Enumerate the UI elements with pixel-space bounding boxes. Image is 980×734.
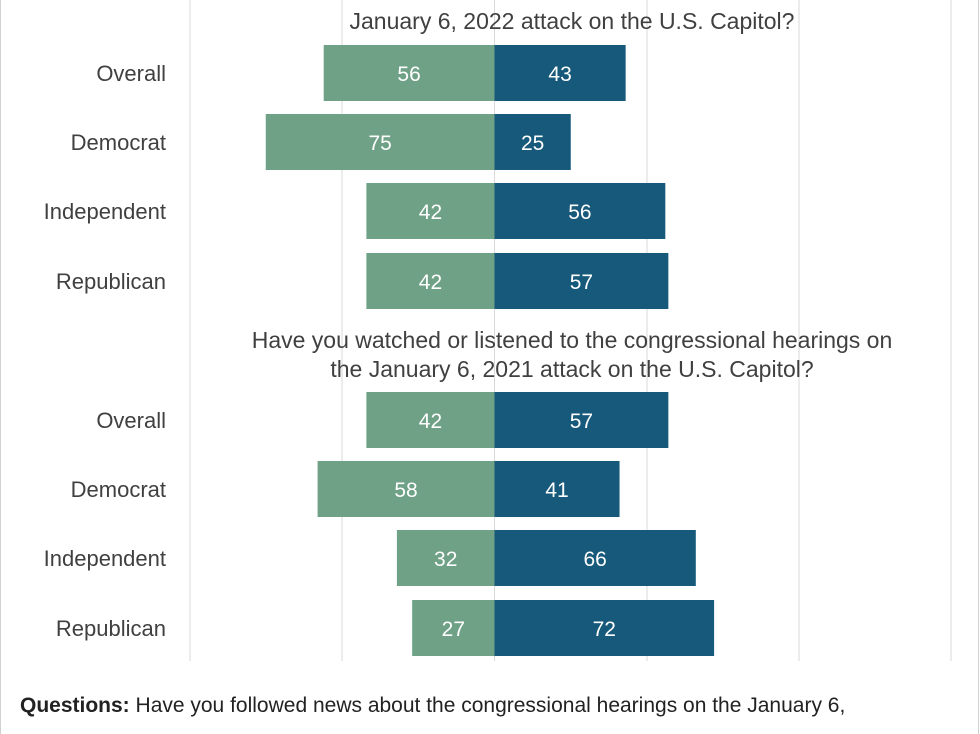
footnote-label: Questions:	[20, 694, 130, 717]
bar-left-overall	[366, 392, 495, 448]
data-label-right-overall: 43	[548, 63, 571, 86]
data-label-right-republican: 57	[570, 271, 593, 294]
data-label-right-independent: 56	[568, 201, 591, 224]
footnote-text: Have you followed news about the congres…	[129, 694, 846, 717]
data-label-left-independent: 42	[419, 201, 442, 224]
bar-right-republican	[494, 253, 669, 309]
bar-right-overall	[494, 45, 626, 101]
category-label-independent: Independent	[44, 546, 166, 571]
panel-2-title-line-1: Have you watched or listened to the cong…	[252, 327, 893, 353]
data-label-left-republican: 42	[419, 271, 442, 294]
category-label-overall: Overall	[96, 408, 166, 433]
category-label-republican: Republican	[56, 269, 166, 294]
questions-footnote: Questions: Have you followed news about …	[20, 692, 970, 720]
data-label-right-republican: 72	[593, 618, 616, 641]
bar-left-overall	[323, 45, 495, 101]
bar-right-republican	[494, 600, 715, 656]
bar-left-democrat	[265, 114, 495, 170]
bar-left-democrat	[317, 461, 495, 517]
panel-1-title-line-1: January 6, 2022 attack on the U.S. Capit…	[350, 8, 795, 34]
data-label-left-overall: 56	[397, 63, 420, 86]
data-label-right-independent: 66	[583, 548, 606, 571]
bar-right-independent	[494, 530, 696, 586]
data-label-right-overall: 57	[570, 410, 593, 433]
data-label-right-democrat: 25	[521, 132, 544, 155]
bar-left-independent	[366, 183, 495, 239]
category-label-overall: Overall	[96, 61, 166, 86]
panel-titles: January 6, 2022 attack on the U.S. Capit…	[252, 8, 893, 382]
bar-left-republican	[366, 253, 495, 309]
category-label-democrat: Democrat	[71, 130, 166, 155]
data-label-left-democrat: 58	[394, 479, 417, 502]
category-label-independent: Independent	[44, 199, 166, 224]
data-label-left-independent: 32	[434, 548, 457, 571]
bar-right-democrat	[494, 461, 620, 517]
category-label-republican: Republican	[56, 616, 166, 641]
panel-2-title-line-2: the January 6, 2021 attack on the U.S. C…	[330, 356, 813, 382]
data-label-left-democrat: 75	[368, 132, 391, 155]
bar-right-independent	[494, 183, 666, 239]
bar-left-independent	[396, 530, 495, 586]
bar-right-overall	[494, 392, 669, 448]
bars: 56 43 75 25 42 56 42 57 42 57 58 41 32 66 27 72	[265, 45, 715, 656]
bar-right-democrat	[494, 114, 571, 170]
data-label-left-republican: 27	[442, 618, 465, 641]
data-label-right-democrat: 41	[545, 479, 568, 502]
diverging-bar-chart: January 6, 2022 attack on the U.S. Capit…	[44, 0, 952, 661]
category-label-democrat: Democrat	[71, 477, 166, 502]
category-labels: Overall Democrat Independent Republican Over…	[44, 61, 166, 641]
data-label-left-overall: 42	[419, 410, 442, 433]
bar-left-republican	[412, 600, 495, 656]
